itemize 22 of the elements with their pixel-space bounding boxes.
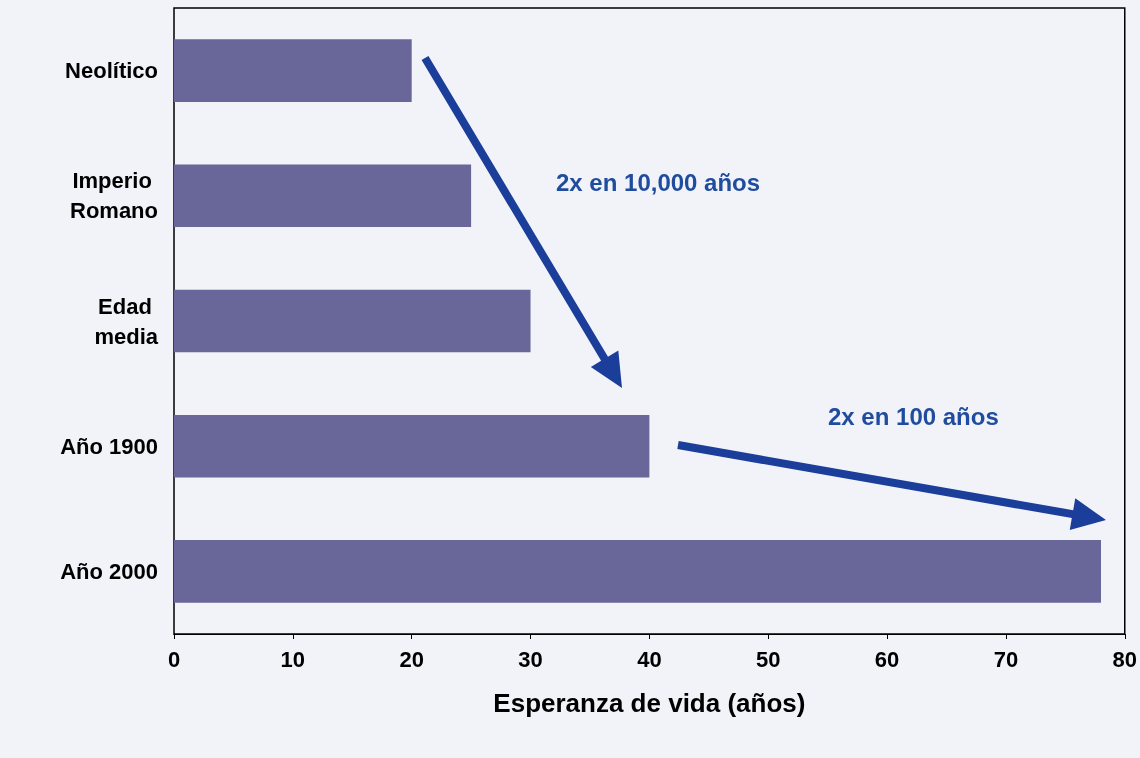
y-tick-label: Neolítico bbox=[65, 58, 158, 84]
x-tick-label: 30 bbox=[518, 646, 543, 672]
x-tick-label: 20 bbox=[399, 646, 424, 672]
x-tick-label: 50 bbox=[755, 646, 781, 672]
x-tick-label: 70 bbox=[993, 646, 1019, 672]
y-tick-label: Edad media bbox=[94, 293, 159, 349]
y-tick-label: Imperio Romano bbox=[70, 168, 158, 224]
x-tick-label: 80 bbox=[1112, 646, 1138, 672]
bar bbox=[174, 164, 472, 228]
bar bbox=[174, 39, 412, 102]
bar bbox=[174, 540, 1101, 603]
x-tick-label: 60 bbox=[874, 646, 900, 672]
bar bbox=[174, 289, 531, 353]
y-tick-label: Año 1900 bbox=[60, 433, 158, 459]
y-tick-label: Año 2000 bbox=[60, 558, 158, 584]
bar bbox=[174, 414, 650, 478]
x-tick-label: 0 bbox=[167, 646, 181, 672]
annotation: 2x en 10,000 años bbox=[556, 168, 761, 196]
annotation: 2x en 100 años bbox=[828, 402, 999, 430]
x-tick-label: 10 bbox=[280, 646, 306, 672]
x-tick-label: 40 bbox=[637, 646, 662, 672]
x-axis-title: Esperanza de vida (años) bbox=[493, 688, 806, 718]
